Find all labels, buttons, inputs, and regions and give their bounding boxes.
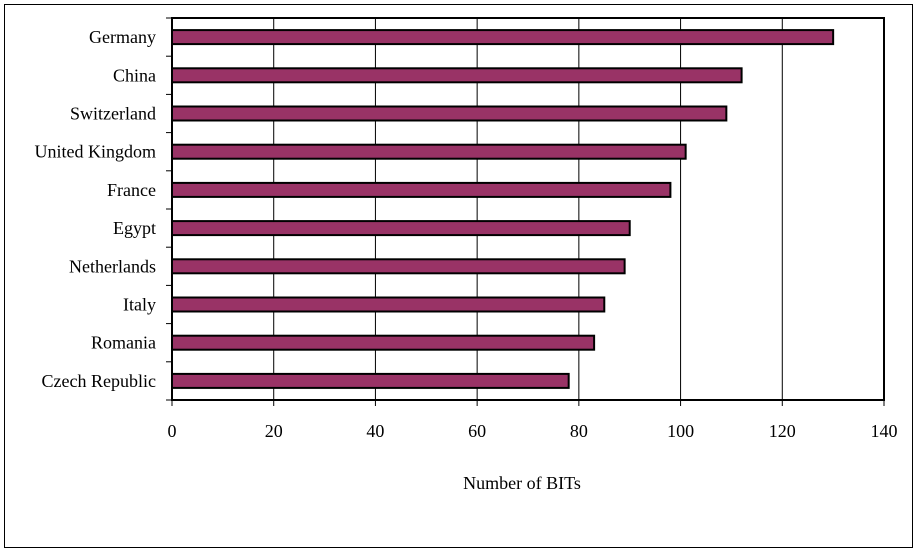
bar xyxy=(171,181,672,198)
bar xyxy=(171,372,570,389)
y-axis: Germany China Switzerland United Kingdom Fra… xyxy=(35,17,172,401)
chart-area xyxy=(4,4,913,548)
x-tick-label: 20 xyxy=(265,421,283,441)
bar xyxy=(171,67,743,84)
bars xyxy=(171,29,835,389)
bar xyxy=(171,220,631,237)
y-tick-label: Romania xyxy=(91,333,156,353)
x-tick-label: 120 xyxy=(769,421,796,441)
x-tick-label: 40 xyxy=(366,421,384,441)
x-axis-title: Number of BITs xyxy=(463,473,581,493)
y-tick-label: Germany xyxy=(89,27,156,47)
x-axis: 0 20 40 60 80 100 120 140 xyxy=(168,400,898,441)
x-tick-label: 60 xyxy=(468,421,486,441)
y-tick-label: Netherlands xyxy=(69,256,156,276)
y-tick-label: Switzerland xyxy=(70,104,156,124)
y-tick-label: Czech Republic xyxy=(42,371,156,391)
x-tick-label: 0 xyxy=(168,421,177,441)
bar xyxy=(171,105,728,122)
y-tick-label: France xyxy=(107,180,156,200)
bar xyxy=(171,258,626,275)
y-tick-label: China xyxy=(113,65,156,85)
x-tick-label: 140 xyxy=(871,421,898,441)
bar xyxy=(171,29,835,46)
bar xyxy=(171,296,606,313)
x-tick-label: 80 xyxy=(570,421,588,441)
x-tick-label: 100 xyxy=(667,421,694,441)
bar xyxy=(171,334,596,351)
y-tick-label: Italy xyxy=(123,295,156,315)
y-tick-label: Egypt xyxy=(113,218,156,238)
bar xyxy=(171,143,687,160)
y-tick-label: United Kingdom xyxy=(35,142,157,162)
